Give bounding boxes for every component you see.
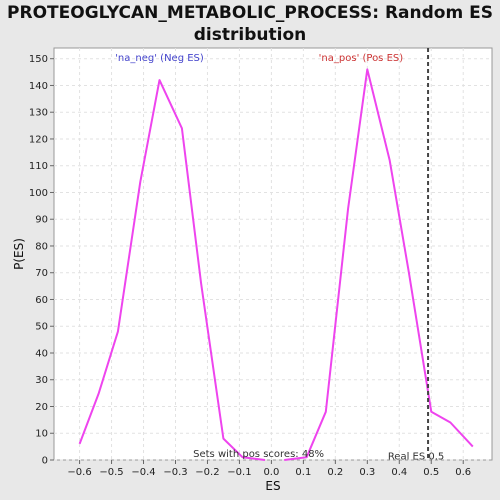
chart-title-line1: PROTEOGLYCAN_METABOLIC_PROCESS: Random E… xyxy=(7,3,493,23)
series-layer xyxy=(78,68,474,461)
x-tick-label: 0.6 xyxy=(455,467,471,478)
y-tick-label: 100 xyxy=(29,188,48,199)
x-axis: −0.6 −0.5 −0.4 −0.3 −0.2 −0.1 0.0 0.1 0.2 0.3 0.4 0… xyxy=(67,460,471,478)
plot-area xyxy=(53,47,493,461)
legend-pos-label: 'na_pos' (Pos ES) xyxy=(319,53,404,64)
x-axis-label: ES xyxy=(265,479,280,493)
y-tick-label: 150 xyxy=(29,54,48,65)
legend-neg-label: 'na_neg' (Neg ES) xyxy=(115,53,204,64)
grid-lines xyxy=(54,48,492,461)
x-tick-label: −0.5 xyxy=(99,467,123,478)
y-tick-label: 80 xyxy=(35,241,48,252)
x-tick-label: 0.1 xyxy=(295,467,311,478)
x-tick-label: 0.0 xyxy=(263,467,279,478)
x-tick-label: 0.3 xyxy=(359,467,375,478)
x-tick-label: −0.3 xyxy=(163,467,187,478)
y-tick-label: 30 xyxy=(35,375,48,386)
y-tick-label: 70 xyxy=(35,268,48,279)
pos-scores-label: Sets with pos scores: 48% xyxy=(193,449,324,460)
real-es-label: Real ES 0.5 xyxy=(388,452,444,463)
y-tick-label: 10 xyxy=(35,429,48,440)
y-axis-label: P(ES) xyxy=(12,238,26,270)
x-tick-label: 0.2 xyxy=(327,467,343,478)
series-line-pos xyxy=(284,68,474,461)
y-tick-label: 130 xyxy=(29,108,48,119)
series-line-neg xyxy=(78,79,266,461)
x-tick-label: −0.4 xyxy=(131,467,155,478)
chart-title: PROTEOGLYCAN_METABOLIC_PROCESS: Random E… xyxy=(0,2,500,46)
y-tick-label: 20 xyxy=(35,402,48,413)
x-tick-label: −0.1 xyxy=(227,467,251,478)
chart-title-line2: distribution xyxy=(193,25,307,45)
y-axis: 0 10 20 30 40 50 60 70 80 90 100 110 120 130 140 150 xyxy=(29,54,54,467)
x-tick-label: 0.4 xyxy=(391,467,407,478)
x-tick-label: −0.2 xyxy=(195,467,219,478)
y-tick-label: 120 xyxy=(29,134,48,145)
y-tick-label: 40 xyxy=(35,348,48,359)
y-tick-label: 90 xyxy=(35,215,48,226)
y-tick-label: 50 xyxy=(35,322,48,333)
y-tick-label: 0 xyxy=(42,456,48,467)
x-tick-label: 0.5 xyxy=(423,467,439,478)
x-tick-label: −0.6 xyxy=(67,467,91,478)
y-tick-label: 110 xyxy=(29,161,48,172)
y-tick-label: 140 xyxy=(29,81,48,92)
y-tick-label: 60 xyxy=(35,295,48,306)
